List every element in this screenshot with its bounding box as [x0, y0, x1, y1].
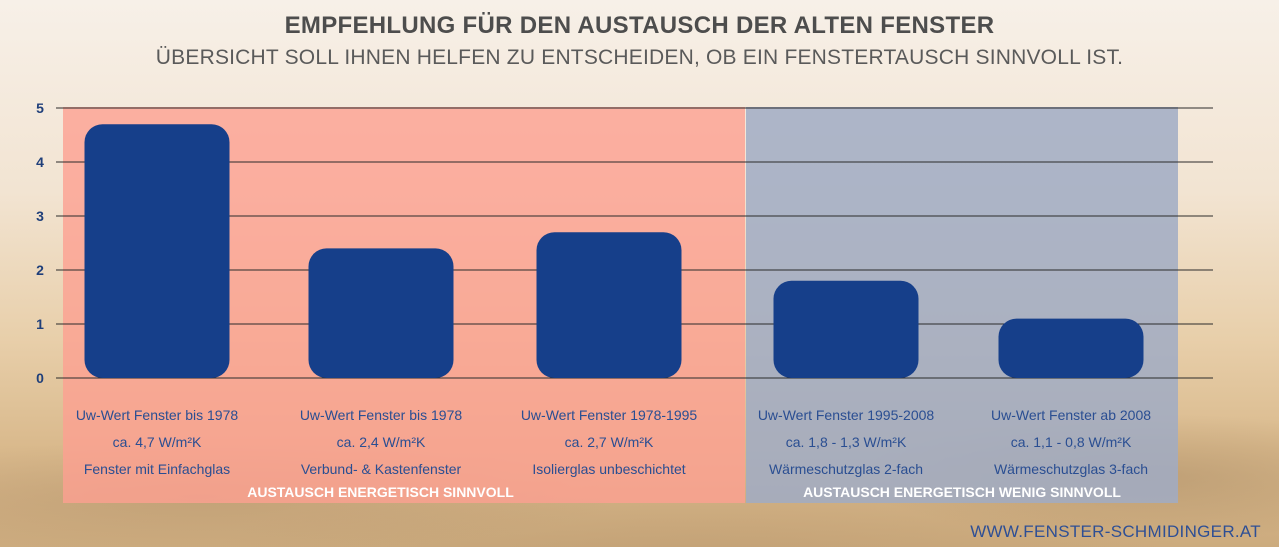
y-tick-label: 0	[36, 370, 44, 386]
bar-3	[536, 232, 682, 378]
chart-subtitle: ÜBERSICHT SOLL IHNEN HELFEN ZU ENTSCHEID…	[155, 46, 1124, 69]
y-tick-label: 5	[36, 100, 44, 116]
category-label-1: Uw-Wert Fenster bis 1978 ca. 4,7 W/m²K Fen…	[47, 402, 267, 483]
category-label-line: Verbund- & Kastenfenster	[300, 461, 462, 477]
category-label-line: Uw-Wert Fenster 1978-1995	[520, 407, 698, 423]
category-label-line: Uw-Wert Fenster ab 2008	[990, 407, 1152, 423]
category-label-line: Uw-Wert Fenster 1995-2008	[757, 407, 935, 423]
category-label-line: Fenster mit Einfachglas	[83, 461, 231, 477]
category-label-line: Isolierglas unbeschichtet	[532, 461, 686, 477]
category-label-line: Uw-Wert Fenster bis 1978	[299, 407, 463, 423]
category-label-3: Uw-Wert Fenster 1978-1995 ca. 2,7 W/m²K Is…	[499, 402, 719, 483]
category-label-2: Uw-Wert Fenster bis 1978 ca. 2,4 W/m²K Ver…	[271, 402, 491, 483]
zone-label-wenig-sinnvoll: AUSTAUSCH ENERGETISCH WENIG SINNVOLL	[803, 484, 1121, 500]
bar-5	[998, 318, 1144, 378]
bar-4	[773, 280, 919, 378]
bar-2	[308, 248, 454, 378]
y-tick-label: 2	[36, 262, 44, 278]
category-label-5: Uw-Wert Fenster ab 2008 ca. 1,1 - 0,8 W/m…	[961, 402, 1181, 483]
category-label-line: Uw-Wert Fenster bis 1978	[75, 407, 239, 423]
category-label-line: Wärmeschutzglas 3-fach	[993, 461, 1149, 477]
category-label-line: ca. 4,7 W/m²K	[112, 434, 202, 450]
zone-label-sinnvoll: AUSTAUSCH ENERGETISCH SINNVOLL	[247, 484, 514, 500]
website-link[interactable]: WWW.FENSTER-SCHMIDINGER.AT	[970, 522, 1261, 541]
bar-1	[84, 124, 230, 378]
category-label-line: ca. 1,1 - 0,8 W/m²K	[1010, 434, 1132, 450]
chart-title: EMPFEHLUNG FÜR DEN AUSTAUSCH DER ALTEN F…	[284, 12, 995, 39]
category-label-line: Wärmeschutzglas 2-fach	[768, 461, 924, 477]
category-label-line: ca. 1,8 - 1,3 W/m²K	[785, 434, 907, 450]
category-label-4: Uw-Wert Fenster 1995-2008 ca. 1,8 - 1,3 W…	[736, 402, 956, 483]
y-tick-label: 1	[36, 316, 44, 332]
y-tick-label: 3	[36, 208, 44, 224]
category-label-line: ca. 2,7 W/m²K	[564, 434, 654, 450]
y-tick-label: 4	[36, 154, 44, 170]
category-label-line: ca. 2,4 W/m²K	[336, 434, 426, 450]
